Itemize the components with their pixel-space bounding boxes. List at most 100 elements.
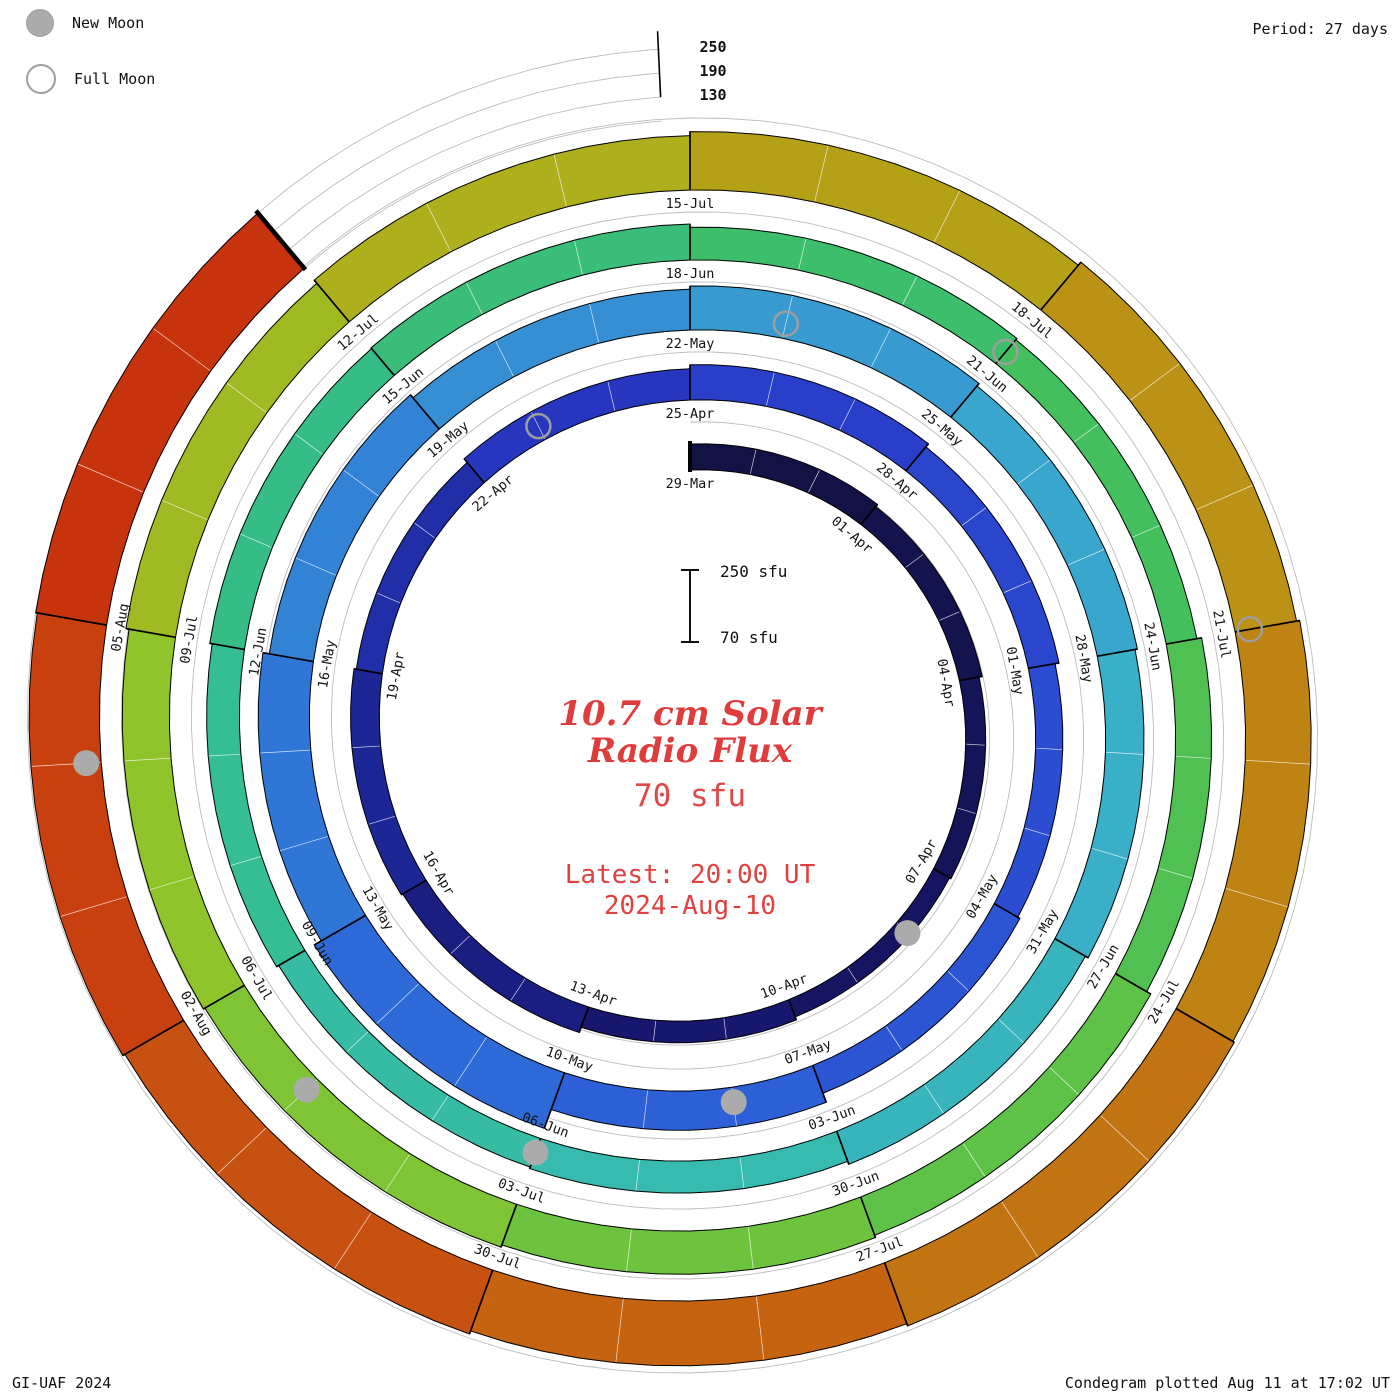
day-separator: [814, 145, 829, 202]
day-separator: [553, 154, 567, 207]
date-label: 18-Jun: [666, 266, 715, 282]
segment-boundary-tick: [1175, 1007, 1235, 1044]
day-separator: [739, 1157, 745, 1188]
day-separator: [153, 328, 211, 371]
day-separator: [60, 896, 127, 917]
day-separator: [1225, 888, 1288, 908]
day-separator: [1245, 760, 1310, 765]
day-separator: [998, 1019, 1024, 1043]
segment-boundary-tick: [959, 675, 983, 682]
day-separator: [495, 341, 514, 377]
flux-scale-bar-glyph: [681, 569, 699, 643]
day-separator: [230, 856, 261, 866]
day-separator: [531, 412, 546, 439]
day-separator: [124, 757, 171, 762]
day-separator: [798, 238, 807, 270]
segment-boundary-tick: [993, 902, 1021, 920]
new-moon-marker: [73, 750, 100, 777]
latest-time-label: Latest: 20:00 UT: [564, 860, 816, 890]
day-separator: [1130, 363, 1180, 401]
day-separator: [295, 433, 323, 455]
day-separator: [1067, 549, 1105, 566]
flux-segment: [469, 1262, 908, 1367]
segment-boundary-tick: [1235, 619, 1300, 633]
day-separator: [1176, 755, 1211, 759]
day-separator: [1106, 751, 1144, 755]
day-separator: [295, 557, 336, 576]
flux-segment: [993, 663, 1064, 918]
flux-segment: [1054, 648, 1145, 959]
day-separator: [450, 935, 470, 954]
day-separator: [957, 807, 976, 814]
segment-boundary-tick: [543, 1072, 566, 1129]
segment-boundary-tick: [812, 1065, 828, 1103]
segment-boundary-tick: [788, 999, 798, 1021]
flux-scale-bar: 250 sfu 70 sfu: [672, 560, 822, 656]
day-separator: [766, 372, 775, 406]
day-separator: [1158, 868, 1193, 879]
day-separator: [346, 1031, 369, 1052]
latest-axis-line: [656, 31, 662, 98]
day-separator: [1001, 1201, 1039, 1257]
day-separator: [653, 1021, 657, 1042]
segment-boundary-tick: [500, 1204, 518, 1248]
segment-boundary-tick: [400, 879, 427, 896]
day-separator: [377, 592, 401, 604]
day-separator: [426, 203, 451, 252]
day-separator: [78, 463, 144, 493]
date-label: 19-Apr: [384, 651, 408, 702]
day-separator: [626, 1229, 632, 1272]
segment-boundary-tick: [276, 949, 306, 968]
spiral-end-cap: [254, 209, 308, 272]
day-separator: [839, 399, 856, 430]
day-separator: [905, 554, 924, 568]
date-label: 25-Apr: [666, 406, 715, 422]
segment-boundary-tick: [313, 914, 366, 946]
credit-label: GI-UAF 2024: [12, 1374, 112, 1392]
day-separator: [334, 1212, 372, 1269]
day-separator: [847, 967, 858, 983]
full-moon-icon: [26, 64, 56, 94]
day-separator: [933, 190, 960, 243]
segment-boundary-tick: [370, 347, 395, 376]
day-separator: [782, 296, 793, 338]
flux-segment: [689, 443, 879, 526]
segment-boundary-tick: [463, 458, 485, 484]
day-separator: [280, 836, 328, 851]
day-separator: [510, 978, 526, 1001]
chart-title-line1: 10.7 cm Solar: [558, 694, 822, 734]
day-separator: [1049, 1067, 1079, 1095]
day-separator: [1132, 525, 1160, 538]
segment-boundary-tick: [860, 503, 879, 525]
flux-segment: [932, 676, 987, 880]
day-separator: [749, 449, 757, 474]
segment-boundary-tick: [905, 443, 930, 472]
day-separator: [607, 381, 616, 411]
full-moon-marker: [1236, 616, 1264, 643]
segment-boundary-tick: [1166, 636, 1202, 645]
day-separator: [376, 983, 420, 1024]
flux-segment: [860, 505, 983, 682]
day-separator: [1036, 747, 1062, 751]
baseline-flux-label: 70 sfu: [634, 778, 746, 814]
moon-legend: New Moon Full Moon: [26, 8, 155, 120]
new-moon-marker: [894, 920, 921, 947]
day-separator: [1091, 847, 1128, 860]
radial-axis-tick-label: 190: [699, 62, 726, 80]
chart-title: 10.7 cm Solar Radio Flux: [558, 696, 821, 769]
day-separator: [1024, 827, 1050, 836]
day-separator: [466, 282, 483, 314]
segment-boundary-tick: [883, 1262, 909, 1327]
segment-boundary-tick: [1054, 937, 1089, 959]
new-moon-icon: [26, 9, 54, 37]
segment-boundary-tick: [125, 627, 176, 639]
day-separator: [961, 507, 987, 526]
day-separator: [385, 1154, 410, 1192]
date-label: 22-May: [666, 336, 715, 352]
legend-row-full-moon: Full Moon: [26, 64, 155, 94]
new-moon-label: New Moon: [72, 14, 145, 32]
segment-boundary-tick: [835, 1130, 850, 1165]
day-separator: [431, 1095, 449, 1121]
day-separator: [208, 753, 241, 757]
segment-boundary-tick: [209, 642, 245, 651]
